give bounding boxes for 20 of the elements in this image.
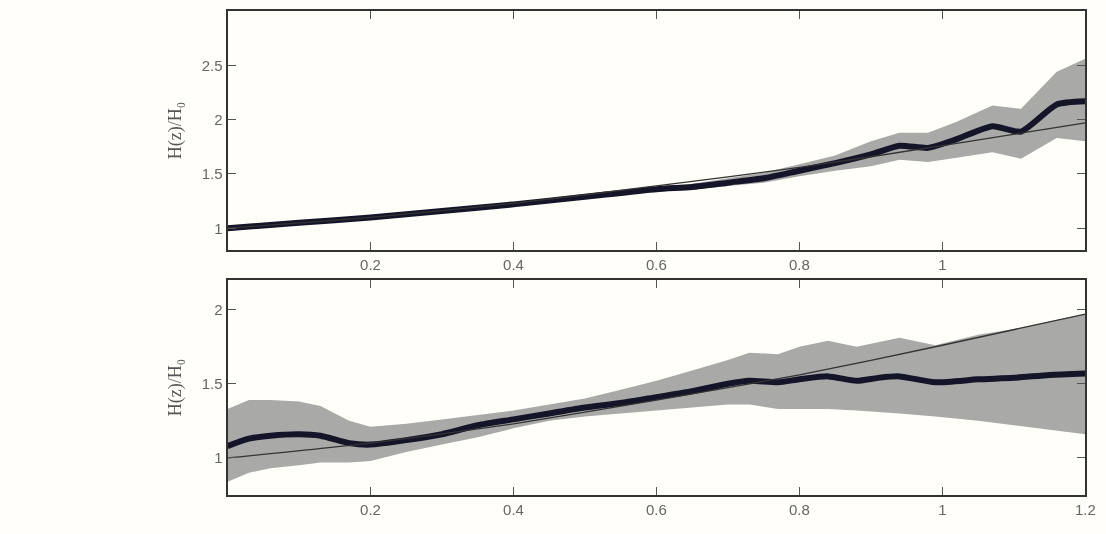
y-tick-label: 1 (214, 219, 223, 237)
x-tick-label: 0.4 (503, 501, 524, 518)
x-tick-label: 0.6 (646, 501, 667, 518)
y-tick-label: 2 (214, 300, 223, 318)
x-tick-label: 1.2 (1074, 501, 1096, 518)
x-tick-label: 1 (938, 256, 947, 273)
y-tick-label: 1.5 (201, 375, 223, 393)
x-tick-label: 0.2 (360, 501, 381, 518)
x-tick-label: 0.2 (360, 256, 381, 273)
x-tick-label: 1 (938, 501, 947, 518)
y-tick-label: 2.5 (201, 56, 223, 74)
x-tick-label: 0.8 (788, 256, 810, 273)
x-tick-label: 0.8 (788, 501, 810, 518)
x-tick-label: 0.6 (646, 256, 667, 273)
y-tick-label: 2 (214, 110, 223, 128)
x-tick-label: 0.4 (503, 256, 524, 273)
y-axis-title: H(z)/H₀ (165, 101, 187, 160)
y-tick-label: 1 (214, 449, 223, 467)
y-axis-title: H(z)/H₀ (165, 358, 187, 417)
y-tick-label: 1.5 (201, 165, 223, 183)
